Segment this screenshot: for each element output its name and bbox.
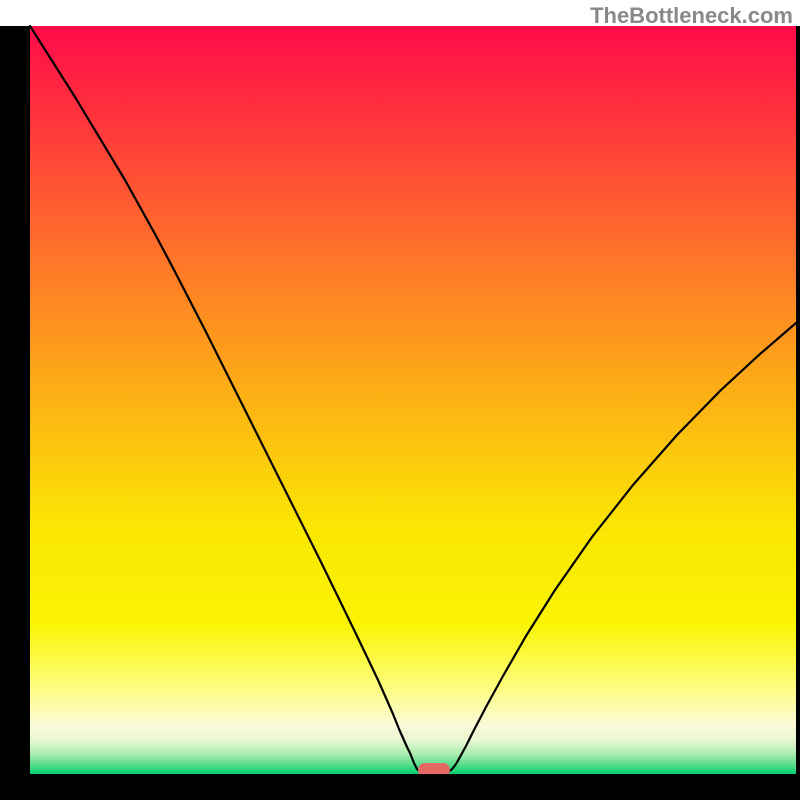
watermark-text: TheBottleneck.com	[590, 3, 793, 29]
chart-root: TheBottleneck.com	[0, 0, 800, 800]
frame-bottom	[0, 774, 800, 800]
frame-right-strip	[796, 26, 800, 774]
bottleneck-curve	[30, 26, 796, 772]
frame-left	[0, 26, 30, 800]
curve-layer	[0, 0, 800, 800]
